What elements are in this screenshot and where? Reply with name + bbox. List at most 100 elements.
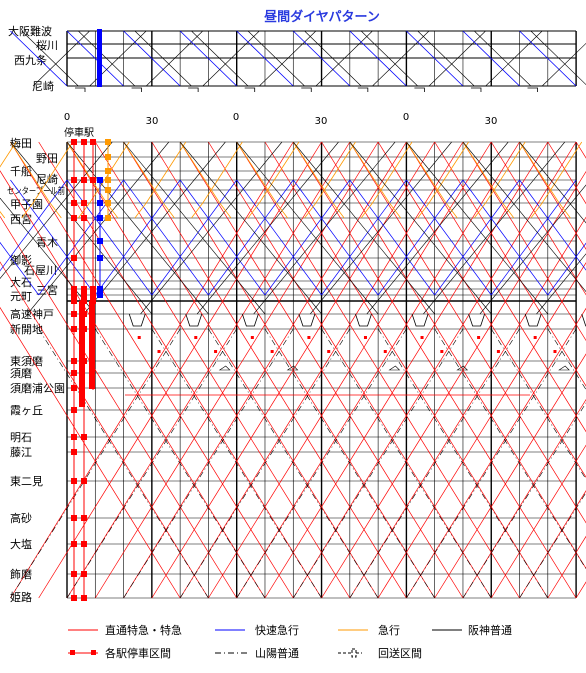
blue-stop-col-stop <box>97 215 103 221</box>
top-turnback <box>75 87 86 92</box>
red-stop-col-1-stop <box>71 311 77 317</box>
limited-express-down <box>490 141 586 296</box>
sanyo-local-up <box>462 402 586 599</box>
express-down <box>406 141 458 219</box>
orange-stop-col-stop <box>105 200 111 206</box>
express-up <box>21 141 73 219</box>
sanyo-local-down <box>208 328 379 599</box>
station-center-pool: センタープール前 <box>7 185 65 197</box>
time-tick-0: 0 <box>64 112 70 123</box>
top-stop-bar <box>97 29 102 87</box>
station-sumaura-koen: 須磨浦公園 <box>10 382 65 395</box>
limited-express-up <box>575 581 586 599</box>
sanyo-local-up <box>406 328 577 599</box>
rapid-express-down <box>349 179 435 296</box>
rapid-express-up <box>321 179 407 296</box>
top-local-train-up <box>145 30 203 87</box>
station-shikama: 飾磨 <box>10 568 32 581</box>
limited-express-down <box>208 141 492 599</box>
express-up <box>77 141 130 219</box>
top-local-train-up <box>315 30 373 87</box>
top-turnback <box>527 87 538 92</box>
express-up <box>191 141 243 219</box>
deadhead-mark <box>218 365 231 371</box>
station-kasumigaoka: 霞ヶ丘 <box>10 404 43 417</box>
stop-dot <box>477 336 481 339</box>
red-stop-col-1-stop <box>71 292 77 298</box>
legend-item-limited-express: 直通特急・特急 <box>68 623 182 637</box>
limited-express-down <box>10 141 294 599</box>
top-turnback <box>470 87 482 92</box>
express-down <box>0 211 6 219</box>
red-stop-col-2-stop <box>81 595 87 601</box>
deadhead-mark <box>286 365 299 371</box>
red-stop-col-1-stop <box>71 449 77 455</box>
svg-text:急行: 急行 <box>378 623 400 637</box>
stop-dot <box>363 336 367 339</box>
station-higashi-futami: 東二見 <box>10 475 43 488</box>
express-down <box>462 141 515 219</box>
red-stop-col-2-stop <box>81 200 87 206</box>
time-tick-1: 30 <box>146 116 159 127</box>
limited-express-down <box>434 141 586 387</box>
orange-stop-col-stop <box>105 215 111 221</box>
diagram-title: 昼間ダイヤパターン <box>264 9 380 25</box>
red-stop-col-2-stop <box>81 292 87 298</box>
limited-express-down <box>406 141 586 433</box>
top-local-train-up <box>541 42 586 87</box>
station-higashi-suma: 東須磨 <box>10 355 43 368</box>
limited-express-down <box>0 170 266 599</box>
top-rapid-train <box>462 30 520 87</box>
rapid-express-up <box>377 179 464 296</box>
rapid-express-up <box>0 179 68 272</box>
sanyo-local-down <box>547 328 586 391</box>
limited-express-down <box>0 215 237 599</box>
red-stop-col-3-stop <box>90 177 96 183</box>
sanyo-local-down <box>377 328 549 599</box>
red-stop-col-1-stop <box>71 434 77 440</box>
top-rapid-train <box>10 30 68 87</box>
express-up <box>304 141 356 219</box>
red-stop-col-2-stop <box>81 541 87 547</box>
legend-item-all-stops: 各駅停車区間 <box>68 646 171 660</box>
limited-express-down <box>321 141 586 570</box>
top-trains <box>10 30 586 92</box>
turnback-mark <box>411 313 429 327</box>
time-tick-2: 0 <box>233 112 239 123</box>
top-local-train-up <box>32 30 90 87</box>
red-stop-col-1-stop <box>71 515 77 521</box>
express-down <box>519 141 571 219</box>
hanshin-local-up <box>253 141 396 315</box>
top-rapid-train <box>519 30 577 87</box>
stop-dot <box>420 336 424 339</box>
top-local-train <box>530 30 586 86</box>
legend-item-express: 急行 <box>338 623 400 637</box>
red-stop-col-1-stop <box>71 326 77 332</box>
top-local-train <box>360 30 418 87</box>
deadhead-mark <box>456 365 469 371</box>
express-down <box>292 141 345 219</box>
red-stop-col-2-stop <box>81 515 87 521</box>
stop-dot <box>327 350 331 353</box>
express-up <box>360 141 413 219</box>
svg-text:快速急行: 快速急行 <box>255 623 299 637</box>
legend-item-rapid-express: 快速急行 <box>215 623 299 637</box>
hanshin-local-down <box>10 141 153 315</box>
sanyo-local-down <box>151 328 322 599</box>
top-local-train-up <box>202 30 260 87</box>
blue-stop-col-stop <box>97 200 103 206</box>
stop-dot <box>250 336 254 339</box>
turnback-mark <box>298 313 316 327</box>
hanshin-local-down <box>462 141 586 293</box>
rapid-express-down <box>66 179 153 296</box>
express-down <box>349 141 402 219</box>
station-nishinomiya: 西宮 <box>10 212 32 226</box>
limited-express-down <box>462 141 586 342</box>
top-station-3: 尼崎 <box>32 79 54 93</box>
rapid-express-up <box>151 179 237 296</box>
sanyo-local-down <box>38 328 209 599</box>
red-stop-col-1-stop <box>71 541 77 547</box>
top-local-train <box>191 30 249 87</box>
hanshin-local-up <box>310 141 452 315</box>
time-tick-4: 0 <box>403 112 409 123</box>
